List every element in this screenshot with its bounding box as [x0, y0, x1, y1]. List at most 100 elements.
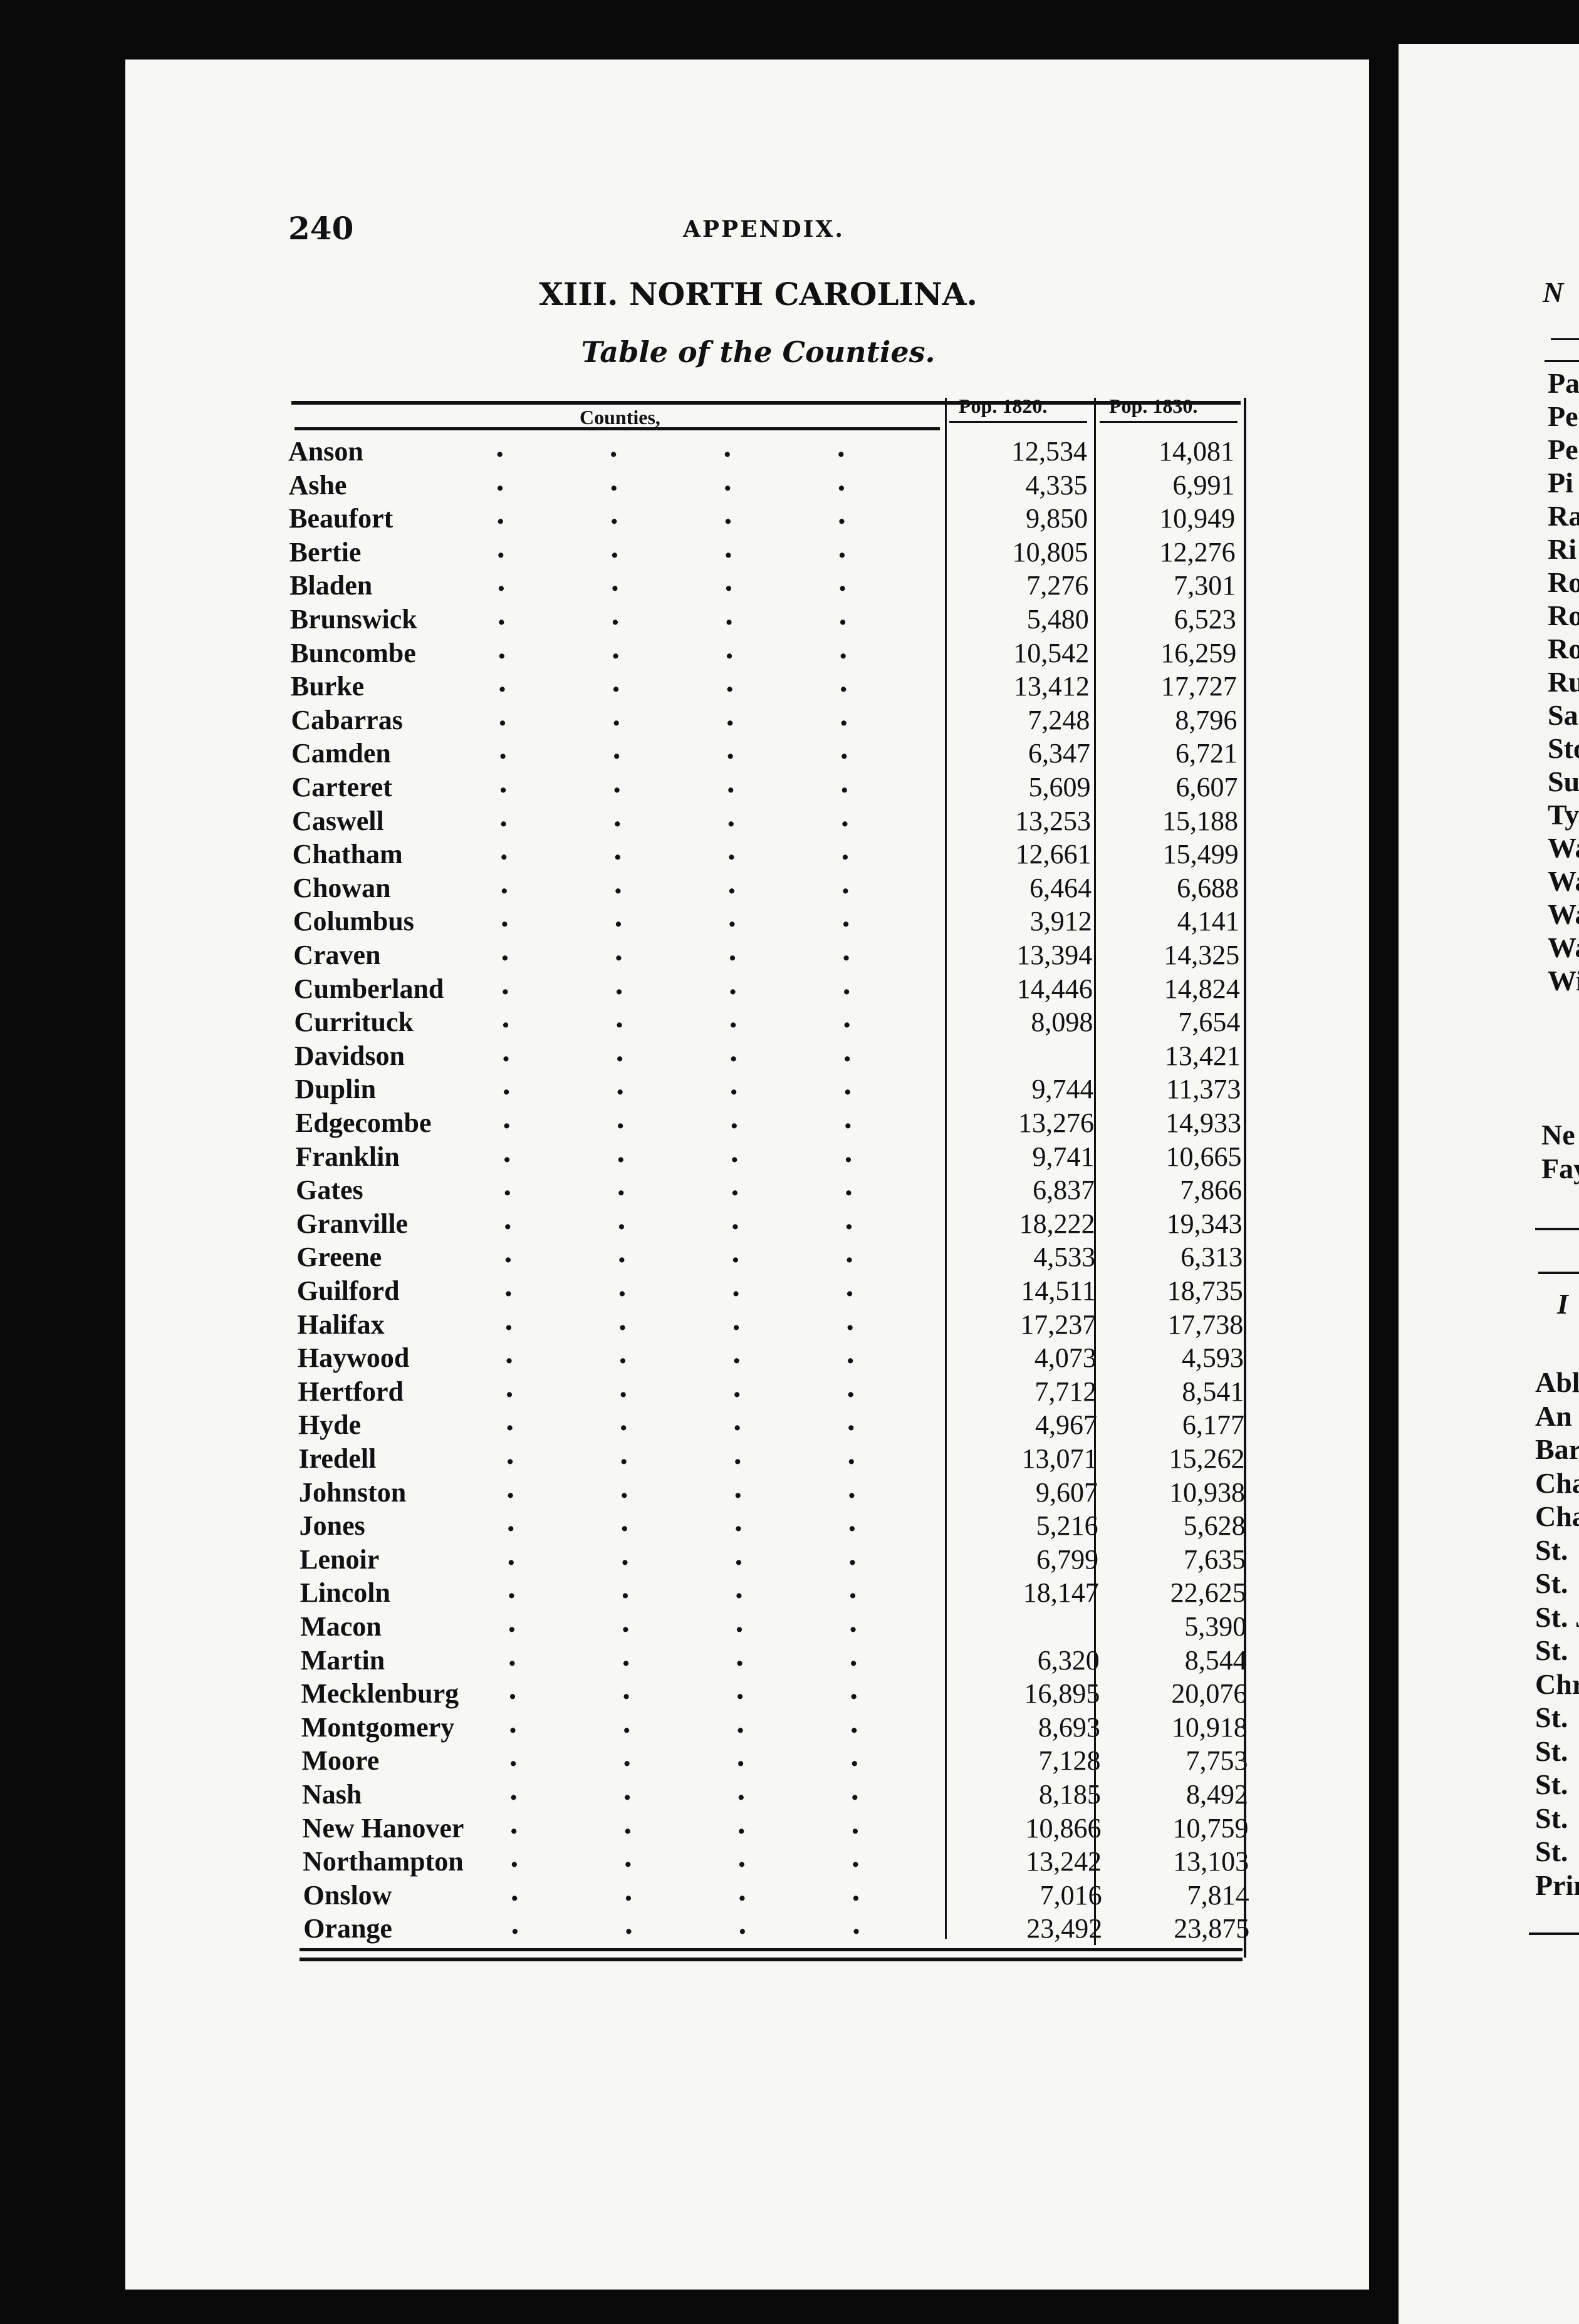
- table-row: Iredell.... 13,071 15,262: [298, 1439, 1258, 1476]
- pop-1830: 12,276: [1159, 536, 1236, 568]
- leader-dots: ....: [508, 1741, 860, 1773]
- county-name: Iredell: [298, 1443, 377, 1474]
- table-row: Granville.... 18,222 19,343: [296, 1204, 1255, 1242]
- right-page-line-fragment: Cha: [1535, 1500, 1579, 1532]
- leader-dots: ....: [504, 1338, 855, 1371]
- table-row: Halifax.... 17,237 17,738: [297, 1305, 1256, 1342]
- leader-dots: ....: [501, 1069, 853, 1102]
- pop-1820: 13,253: [1015, 805, 1092, 836]
- right-page-line-fragment: Pi: [1548, 467, 1573, 499]
- pop-1820: 9,741: [1032, 1141, 1095, 1172]
- pop-1820: 13,242: [1026, 1846, 1102, 1877]
- county-name: Beaufort: [289, 503, 393, 534]
- county-name: Cumberland: [293, 973, 444, 1004]
- pop-1820: 18,147: [1023, 1577, 1099, 1609]
- pop-1820: 6,464: [1029, 872, 1092, 903]
- pop-1830: 18,735: [1167, 1275, 1243, 1306]
- pop-1830: 6,991: [1172, 469, 1235, 501]
- rule: [1529, 1932, 1579, 1935]
- pop-1820: 6,320: [1037, 1644, 1100, 1676]
- pop-1830: 15,262: [1169, 1443, 1245, 1474]
- pop-1830: 10,918: [1171, 1711, 1248, 1743]
- leader-dots: ....: [503, 1203, 854, 1236]
- right-page-line-fragment: Fay: [1541, 1153, 1579, 1185]
- pop-1820: 16,895: [1024, 1678, 1100, 1709]
- pop-1820: 7,128: [1038, 1745, 1101, 1777]
- county-name: Buncombe: [290, 637, 416, 668]
- leader-dots: ....: [507, 1607, 858, 1639]
- leader-dots: ....: [499, 801, 850, 833]
- table-row: Cumberland.... 14,446 14,824: [293, 969, 1253, 1007]
- pop-1830: 6,177: [1182, 1409, 1244, 1441]
- table-row: Chatham.... 12,661 15,499: [293, 834, 1251, 872]
- right-page-line-fragment: Wa: [1548, 832, 1579, 864]
- county-name: Orange: [303, 1913, 392, 1944]
- running-head: APPENDIX.: [683, 216, 845, 242]
- pop-1830: 15,499: [1162, 839, 1239, 870]
- leader-dots: ....: [498, 767, 850, 799]
- county-name: Guilford: [296, 1275, 400, 1306]
- right-page-line-fragment: St.: [1535, 1835, 1568, 1867]
- right-page-line-fragment: Sto: [1548, 732, 1579, 764]
- rule: [1535, 1228, 1579, 1230]
- table-row: Caswell.... 13,253 15,188: [292, 801, 1251, 839]
- pop-1830: 7,866: [1180, 1175, 1243, 1206]
- table-row: Moore.... 7,128 7,753: [301, 1741, 1260, 1778]
- pop-1820: 12,661: [1015, 839, 1092, 870]
- county-name: Ashe: [288, 469, 347, 501]
- county-name: Duplin: [294, 1074, 377, 1105]
- pop-1830: 6,688: [1177, 872, 1239, 903]
- table-bottom-rule: [300, 1958, 1243, 1961]
- county-name: Mecklenburg: [301, 1678, 459, 1709]
- county-name: Nash: [302, 1779, 362, 1810]
- pop-1820: 9,607: [1036, 1476, 1098, 1508]
- table-row: New Hanover.... 10,866 10,759: [303, 1808, 1261, 1846]
- leader-dots: ....: [506, 1506, 857, 1538]
- leader-dots: ....: [496, 599, 848, 631]
- county-name: Bladen: [289, 570, 373, 601]
- right-page-line-fragment: St.: [1535, 1701, 1568, 1733]
- right-page-line-fragment: Wa: [1548, 898, 1579, 930]
- pop-1820: 5,480: [1026, 604, 1089, 635]
- table-row: Craven.... 13,394 14,325: [293, 935, 1252, 973]
- rule: [1545, 360, 1579, 362]
- county-name: Gates: [296, 1175, 363, 1206]
- leader-dots: ....: [504, 1371, 856, 1404]
- pop-1820: 14,446: [1016, 973, 1093, 1004]
- table-row: Johnston.... 9,607 10,938: [299, 1473, 1258, 1510]
- table-row: Currituck.... 8,098 7,654: [294, 1002, 1253, 1040]
- leader-dots: ....: [503, 1170, 854, 1203]
- leader-dots: ....: [498, 700, 849, 732]
- table-row: Davidson.... 13,421: [294, 1036, 1253, 1074]
- page-number: 240: [288, 210, 354, 247]
- pop-1830: 10,938: [1169, 1476, 1246, 1508]
- leader-dots: ....: [508, 1707, 859, 1740]
- table-row: Burke.... 13,412 17,727: [291, 667, 1249, 704]
- leader-dots: ....: [502, 1136, 853, 1169]
- pop-1820: 6,837: [1033, 1175, 1095, 1206]
- right-page-line-fragment: Ne: [1541, 1119, 1575, 1151]
- pop-1820: 6,799: [1036, 1543, 1099, 1575]
- county-name: Cabarras: [291, 704, 403, 735]
- county-name: Davidson: [294, 1040, 405, 1071]
- table-row: Northampton.... 13,242 13,103: [303, 1842, 1261, 1879]
- leader-dots: ....: [495, 432, 846, 464]
- pop-1820: 7,276: [1026, 570, 1089, 601]
- pop-1830: 7,654: [1178, 1007, 1241, 1038]
- pop-1830: 7,814: [1187, 1879, 1249, 1911]
- pop-1830: 22,625: [1170, 1577, 1246, 1609]
- right-page-line-fragment: Wi: [1548, 965, 1579, 997]
- header-rule-1830: [1100, 421, 1238, 423]
- pop-1820: 3,912: [1029, 906, 1092, 937]
- leader-dots: ....: [505, 1439, 857, 1471]
- column-divider: [1244, 398, 1246, 1958]
- table-row: Macon.... 5,390: [300, 1607, 1259, 1644]
- table-row: Haywood.... 4,073 4,593: [298, 1338, 1256, 1376]
- table-row: Edgecombe.... 13,276 14,933: [295, 1103, 1254, 1141]
- county-name: Bertie: [289, 536, 362, 568]
- pop-1820: 13,394: [1016, 940, 1093, 970]
- right-page-line-fragment: Prin: [1535, 1869, 1579, 1901]
- pop-1830: 5,390: [1184, 1611, 1247, 1642]
- pop-1830: 17,727: [1160, 671, 1237, 702]
- county-name: Currituck: [294, 1007, 414, 1038]
